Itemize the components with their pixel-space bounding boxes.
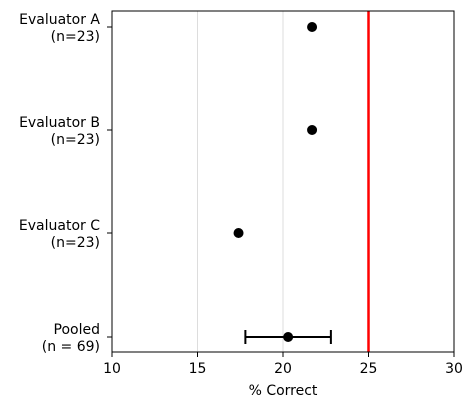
x-axis: 10 15 20 25 30 <box>103 352 463 377</box>
y-tick-label: Evaluator A (n=23) <box>19 12 100 45</box>
data-point <box>307 125 318 135</box>
x-axis-label: % Correct <box>249 383 318 396</box>
data-points <box>233 22 318 342</box>
x-tick-label: 20 <box>274 361 292 377</box>
data-point <box>307 22 318 32</box>
x-tick-label: 30 <box>445 361 463 377</box>
y-axis: Evaluator A (n=23) Evaluator B (n=23) Evalua… <box>19 12 112 355</box>
grid-lines <box>197 11 284 352</box>
x-tick-label: 10 <box>103 361 121 377</box>
y-tick-label: Pooled (n = 69) <box>42 322 100 355</box>
data-point <box>233 228 244 238</box>
y-tick-label: Evaluator C (n=23) <box>19 218 100 251</box>
x-tick-label: 25 <box>360 361 378 377</box>
x-tick-label: 15 <box>189 361 207 377</box>
data-point <box>283 332 294 342</box>
y-tick-label: Evaluator B (n=23) <box>19 115 100 148</box>
